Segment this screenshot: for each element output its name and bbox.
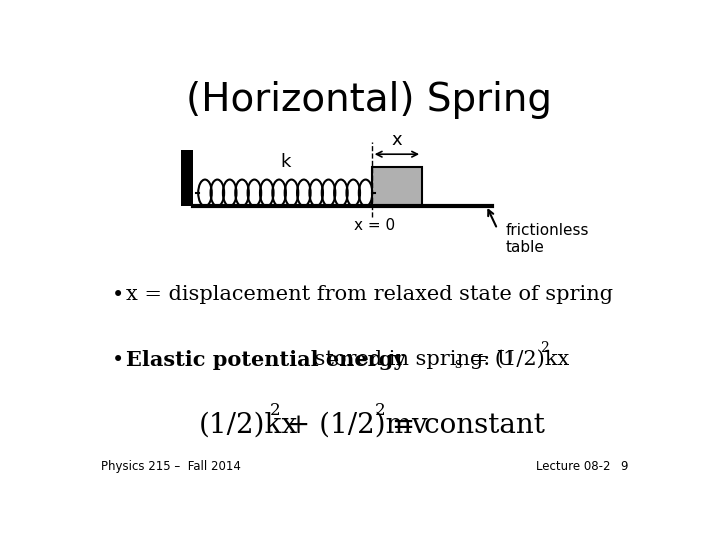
Text: Lecture 08-2: Lecture 08-2 (536, 460, 611, 473)
Text: Physics 215 –  Fall 2014: Physics 215 – Fall 2014 (101, 460, 241, 473)
Text: = constant: = constant (383, 412, 545, 439)
Text: x = 0: x = 0 (354, 218, 395, 233)
Bar (181, 150, 193, 206)
Text: k: k (280, 153, 290, 171)
Text: x = displacement from relaxed state of spring: x = displacement from relaxed state of s… (126, 285, 613, 304)
Bar (372, 167, 422, 206)
Text: 2: 2 (540, 341, 549, 355)
Text: •: • (112, 349, 125, 369)
Text: •: • (112, 285, 125, 305)
Text: frictionless
table: frictionless table (505, 223, 589, 255)
Text: stored in spring: U: stored in spring: U (307, 349, 514, 369)
Text: 2: 2 (374, 402, 385, 418)
Text: Elastic potential energy: Elastic potential energy (126, 349, 405, 369)
Text: 9: 9 (620, 460, 628, 473)
Text: + (1/2)mv: + (1/2)mv (278, 412, 428, 439)
Text: = (1/2)kx: = (1/2)kx (464, 349, 569, 369)
Text: x: x (392, 131, 402, 149)
Text: s: s (454, 357, 462, 371)
Text: 2: 2 (270, 402, 280, 418)
Text: (1/2)kx: (1/2)kx (199, 412, 298, 439)
Text: (Horizontal) Spring: (Horizontal) Spring (186, 82, 552, 119)
